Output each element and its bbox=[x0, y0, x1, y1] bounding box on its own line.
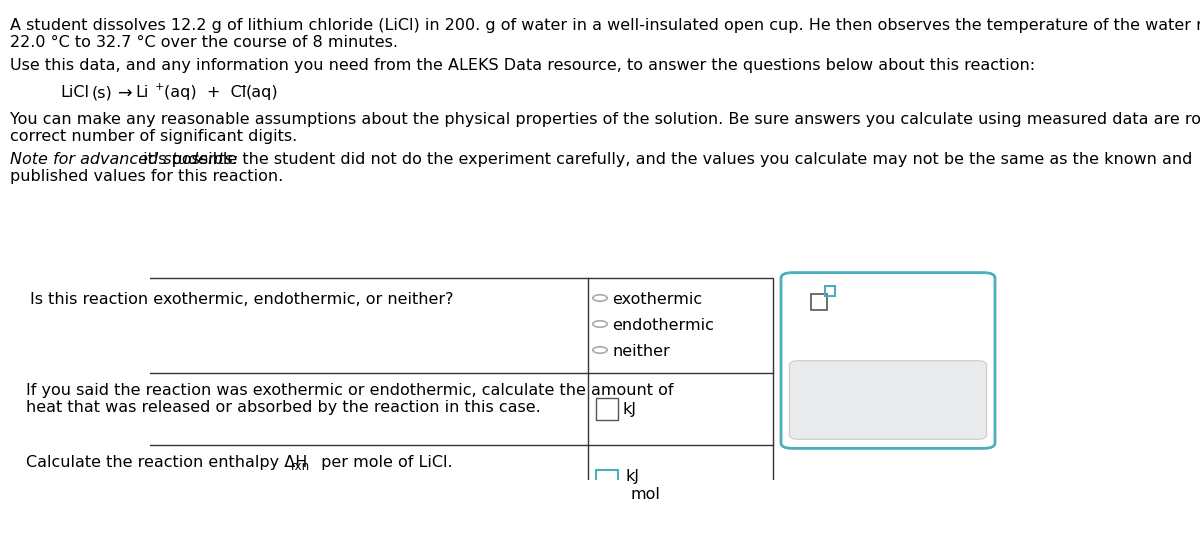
Text: mol: mol bbox=[631, 487, 661, 502]
Text: kJ: kJ bbox=[626, 469, 640, 484]
Text: If you said the reaction was exothermic or endothermic, calculate the amount of
: If you said the reaction was exothermic … bbox=[26, 383, 673, 416]
Text: rxn: rxn bbox=[292, 460, 310, 473]
Text: (aq)  +  Cl: (aq) + Cl bbox=[164, 85, 247, 100]
Text: 22.0 °C to 32.7 °C over the course of 8 minutes.: 22.0 °C to 32.7 °C over the course of 8 … bbox=[10, 35, 397, 50]
Text: Is this reaction exothermic, endothermic, or neither?: Is this reaction exothermic, endothermic… bbox=[30, 292, 454, 307]
Text: exothermic: exothermic bbox=[612, 292, 702, 307]
Text: Use this data, and any information you need from the ALEKS Data resource, to ans: Use this data, and any information you n… bbox=[10, 58, 1034, 73]
Text: per mole of LiCl.: per mole of LiCl. bbox=[316, 455, 452, 470]
Text: Note for advanced students:: Note for advanced students: bbox=[10, 152, 238, 167]
Text: A student dissolves 12.2 g of lithium chloride (LiCl) in 200. g of water in a we: A student dissolves 12.2 g of lithium ch… bbox=[10, 18, 1200, 33]
Text: neither: neither bbox=[612, 344, 670, 359]
Text: +: + bbox=[155, 82, 164, 92]
Text: endothermic: endothermic bbox=[612, 318, 714, 333]
Text: published values for this reaction.: published values for this reaction. bbox=[10, 169, 283, 184]
Text: it's possible the student did not do the experiment carefully, and the values yo: it's possible the student did not do the… bbox=[138, 152, 1193, 167]
Text: x10: x10 bbox=[838, 298, 860, 311]
Text: Li: Li bbox=[136, 85, 149, 100]
Text: ↺: ↺ bbox=[913, 394, 934, 418]
Text: (aq): (aq) bbox=[246, 85, 278, 100]
Text: correct number of significant digits.: correct number of significant digits. bbox=[10, 129, 296, 144]
Text: You can make any reasonable assumptions about the physical properties of the sol: You can make any reasonable assumptions … bbox=[10, 112, 1200, 127]
Text: Calculate the reaction enthalpy ΔH: Calculate the reaction enthalpy ΔH bbox=[26, 455, 307, 470]
Text: LiCl: LiCl bbox=[60, 85, 89, 100]
Text: (s): (s) bbox=[91, 85, 112, 100]
Text: →: → bbox=[118, 85, 132, 103]
Text: kJ: kJ bbox=[622, 402, 636, 417]
Text: ×: × bbox=[835, 396, 853, 416]
Text: −: − bbox=[238, 82, 247, 92]
